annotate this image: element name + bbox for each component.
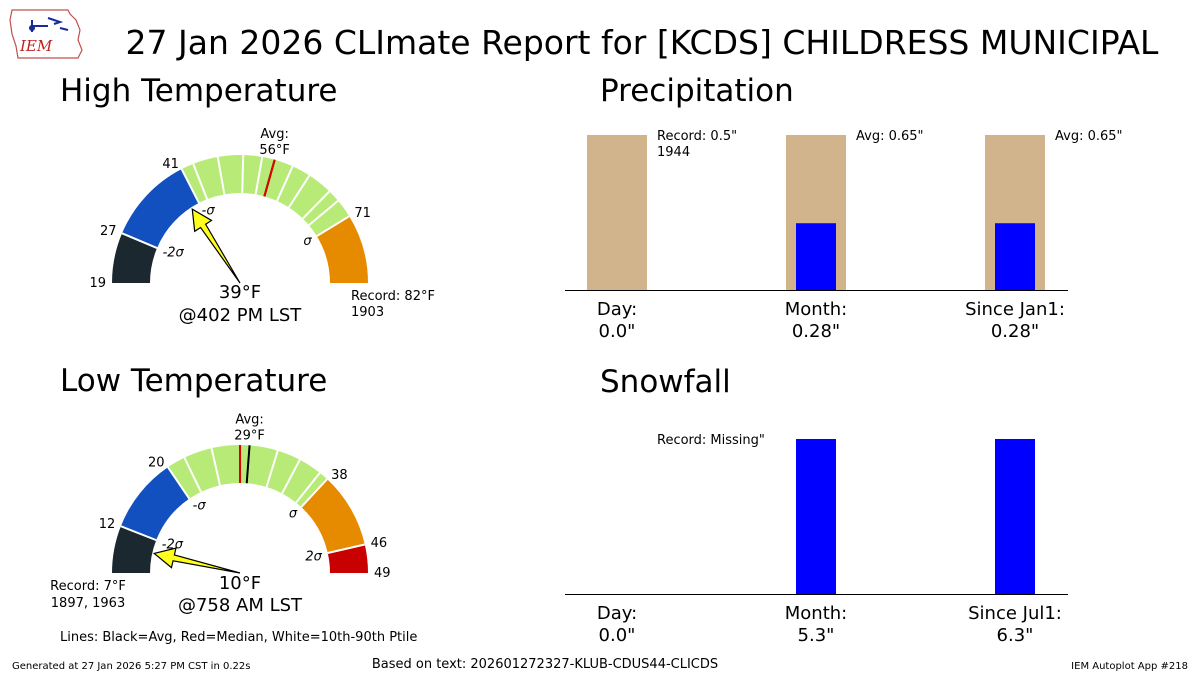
category-label: Since Jul1:	[968, 603, 1062, 624]
record-years: 1897, 1963	[51, 596, 125, 611]
category-label: Since Jan1:	[965, 299, 1065, 320]
chart-title: Snowfall	[600, 364, 731, 400]
category-label: Day:	[597, 603, 637, 624]
chart-title: Precipitation	[600, 73, 794, 109]
percentile-line	[192, 163, 209, 200]
reference-bar	[587, 135, 647, 290]
gauge-segment	[122, 169, 199, 249]
gauge-segment	[301, 479, 365, 553]
sigma-label: 2σ	[305, 549, 322, 564]
category-label: Month:	[785, 299, 847, 320]
reference-label: Record: Missing"	[657, 433, 765, 448]
app-id: IEM Autoplot App #218	[1071, 661, 1188, 672]
reference-sublabel: 1944	[657, 145, 690, 160]
percentile-line	[287, 174, 311, 208]
sigma-label: -σ	[193, 499, 207, 514]
gauge-tick-label: 27	[100, 224, 117, 239]
page-title: 27 Jan 2026 CLImate Report for [KCDS] CH…	[126, 23, 1160, 62]
observed-value: 10°F	[219, 573, 261, 594]
sigma-boundary-line	[167, 466, 191, 500]
sigma-boundary-line	[316, 215, 350, 237]
observed-value-label: 5.3"	[798, 625, 835, 646]
gauge-tick-label: 19	[89, 276, 106, 291]
percentile-line	[183, 457, 202, 493]
lines-legend-note: Lines: Black=Avg, Red=Median, White=10th…	[60, 630, 417, 645]
percentile-line	[265, 450, 279, 488]
gauge-segment	[120, 467, 190, 541]
observed-time: @758 AM LST	[178, 595, 303, 616]
percentile-line	[295, 472, 321, 504]
avg-value-label: 56°F	[259, 143, 290, 158]
percentile-line	[281, 459, 301, 494]
avg-label: Avg:	[235, 412, 263, 427]
iem-logo-text: IEM	[19, 37, 53, 55]
gauge-title: High Temperature	[60, 73, 337, 109]
sigma-label: σ	[303, 234, 312, 249]
category-label: Month:	[785, 603, 847, 624]
precipitation-chart: Precipitation Day:0.0" Record: 0.5"1944 Mo…	[565, 73, 1123, 342]
record-label: Record: 82°F	[351, 289, 435, 304]
observed-bar	[995, 439, 1035, 594]
gauge-segment	[316, 216, 368, 283]
reference-label: Avg: 0.65"	[1055, 129, 1123, 144]
gauge-tick-label: 20	[148, 455, 165, 470]
gauge-tick-label: 12	[99, 517, 116, 532]
gauge-tick-label: 46	[371, 536, 388, 551]
reference-label: Avg: 0.65"	[856, 129, 924, 144]
percentile-line	[276, 165, 294, 202]
observed-bar	[796, 439, 836, 594]
observed-value-label: 0.0"	[599, 321, 636, 342]
record-label: Record: 7°F	[50, 579, 126, 594]
observed-bar	[995, 223, 1035, 290]
observed-value-label: 6.3"	[997, 625, 1034, 646]
avg-line	[245, 445, 251, 484]
sigma-boundary-line	[121, 232, 158, 249]
generated-timestamp: Generated at 27 Jan 2026 5:27 PM CST in …	[12, 661, 250, 672]
gauge-segment	[112, 233, 158, 283]
gauge-tick-label: 49	[374, 566, 391, 581]
record-years: 1903	[351, 305, 384, 320]
gauge-tick-label: 38	[331, 468, 348, 483]
percentile-line	[254, 156, 264, 195]
gauge-title: Low Temperature	[60, 363, 327, 399]
sigma-boundary-line	[120, 525, 157, 542]
source-text-id: Based on text: 202601272327-KLUB-CDUS44-…	[372, 657, 718, 672]
percentile-line	[302, 190, 331, 220]
high-temperature-gauge: High Temperature 19 27 41 71 -2σ -σ σ Avg: 56…	[60, 73, 435, 326]
gauge-tick-label: 71	[354, 206, 371, 221]
iem-logo: IEM	[9, 9, 83, 59]
observed-pointer	[191, 207, 241, 284]
sigma-label: -2σ	[163, 245, 185, 260]
snowfall-chart: Snowfall Day:0.0" Record: Missing" Month:5…	[565, 364, 1068, 646]
avg-value-label: 29°F	[234, 428, 265, 443]
observed-pointer	[152, 547, 241, 574]
sigma-label: σ	[289, 506, 298, 521]
station-dot-icon	[29, 25, 35, 31]
percentile-line	[210, 447, 221, 486]
sigma-boundary-line	[180, 168, 200, 204]
percentile-line	[241, 155, 245, 194]
observed-bar	[796, 223, 836, 290]
percentile-line	[216, 156, 226, 195]
sigma-boundary-line	[300, 478, 328, 508]
observed-value-label: 0.28"	[991, 321, 1039, 342]
gauge-segment	[112, 526, 157, 573]
category-label: Day:	[597, 299, 637, 320]
sigma-boundary-line	[327, 543, 366, 554]
observed-time: @402 PM LST	[179, 305, 303, 326]
observed-value-label: 0.0"	[599, 625, 636, 646]
percentile-line	[308, 199, 339, 226]
iowa-outline-icon	[9, 9, 83, 59]
low-temperature-gauge: Low Temperature 12 20 38 46 49 -2σ -σ σ 2σ Avg:…	[50, 363, 390, 616]
gauge-tick-label: 41	[162, 157, 179, 172]
sigma-label: -2σ	[162, 537, 184, 552]
sigma-label: -σ	[202, 203, 216, 218]
median-line	[263, 159, 276, 197]
reference-label: Record: 0.5"	[657, 129, 737, 144]
avg-label: Avg:	[260, 127, 288, 142]
observed-value-label: 0.28"	[792, 321, 840, 342]
observed-value: 39°F	[219, 282, 261, 303]
